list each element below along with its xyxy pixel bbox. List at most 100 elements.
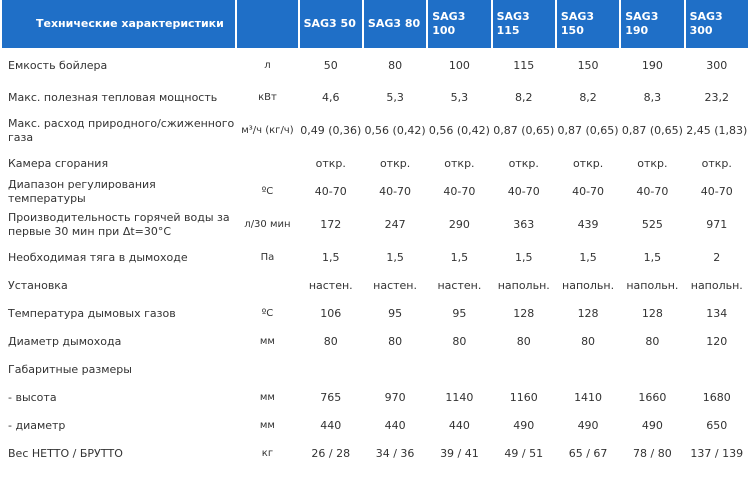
unit-cell: мм bbox=[259, 336, 275, 347]
param-label: Производительность горячей воды за первы… bbox=[8, 211, 230, 238]
value-cell: 1,5 bbox=[643, 251, 662, 264]
value-cell: откр. bbox=[701, 157, 732, 170]
value-cell: 0,87 (0,65) bbox=[557, 124, 619, 137]
header-model: SAG3 80 bbox=[363, 0, 427, 48]
value-cell: 40-70 bbox=[636, 185, 669, 198]
value-cell: 40-70 bbox=[314, 185, 347, 198]
table-row: Емкость бойлера л 50 80 100 115 150 190 300 bbox=[2, 48, 748, 84]
header-row: Технические характеристики SAG3 50 SAG3 … bbox=[2, 0, 748, 48]
value-cell: напольн. bbox=[562, 279, 615, 292]
value-cell: 0,87 (0,65) bbox=[493, 124, 555, 137]
value-cell: 1,5 bbox=[386, 251, 404, 264]
value-cell bbox=[621, 356, 683, 384]
value-cell: 80 bbox=[581, 335, 596, 348]
value-cell: 120 bbox=[706, 335, 728, 348]
table-row: Камера сгорания откр. откр. откр. откр. откр.… bbox=[2, 150, 748, 178]
value-cell: 1160 bbox=[509, 391, 538, 404]
param-label: Макс. расход природного/сжиженного газа bbox=[8, 117, 235, 144]
value-cell: 150 bbox=[577, 59, 599, 72]
value-cell: 1,5 bbox=[450, 251, 469, 264]
header-unit bbox=[237, 0, 298, 48]
value-cell: откр. bbox=[508, 157, 539, 170]
value-cell: 128 bbox=[577, 307, 599, 320]
param-label: Габаритные размеры bbox=[8, 363, 132, 376]
table-row: Установка настен. настен. настен. напольн. на… bbox=[2, 272, 748, 300]
table-row: - высота мм 765 970 1140 1160 1410 1660 1680 bbox=[2, 384, 748, 412]
value-cell: 0,56 (0,42) bbox=[364, 124, 426, 137]
value-cell: 134 bbox=[706, 307, 728, 320]
value-cell: напольн. bbox=[626, 279, 679, 292]
table-row: Производительность горячей воды за первы… bbox=[2, 206, 748, 244]
value-cell: 23,2 bbox=[704, 91, 730, 104]
value-cell: 2,45 (1,83) bbox=[686, 124, 748, 137]
value-cell: 40-70 bbox=[572, 185, 605, 198]
table-row: Диаметр дымохода мм 80 80 80 80 80 80 120 bbox=[2, 328, 748, 356]
value-cell: 40-70 bbox=[443, 185, 476, 198]
value-cell: 363 bbox=[513, 218, 535, 231]
value-cell: 80 bbox=[516, 335, 531, 348]
value-cell: 525 bbox=[641, 218, 663, 231]
value-cell bbox=[493, 356, 555, 384]
unit-cell: мм bbox=[259, 392, 275, 403]
value-cell: 78 / 80 bbox=[633, 447, 672, 460]
value-cell: 40-70 bbox=[507, 185, 540, 198]
value-cell: настен. bbox=[308, 279, 353, 292]
value-cell: 0,56 (0,42) bbox=[428, 124, 490, 137]
value-cell: 137 / 139 bbox=[690, 447, 744, 460]
table-row: Диапазон регулирования температуры ºC 40-7… bbox=[2, 178, 748, 206]
param-label: Необходимая тяга в дымоходе bbox=[8, 251, 188, 264]
value-cell: напольн. bbox=[690, 279, 743, 292]
value-cell: 0,87 (0,65) bbox=[621, 124, 683, 137]
value-cell: 100 bbox=[448, 59, 470, 72]
table-row: Вес НЕТТО / БРУТТО кг 26 / 28 34 / 36 39 / 4… bbox=[2, 440, 748, 468]
table-row: Температура дымовых газов ºC 106 95 95 128 128… bbox=[2, 300, 748, 328]
value-cell: 247 bbox=[384, 218, 406, 231]
table-row: Макс. расход природного/сжиженного газа м… bbox=[2, 112, 748, 150]
value-cell: 8,3 bbox=[643, 91, 662, 104]
value-cell: 2 bbox=[713, 251, 721, 264]
unit-cell: ºC bbox=[261, 308, 274, 319]
unit-cell bbox=[237, 272, 297, 300]
value-cell: 128 bbox=[513, 307, 535, 320]
header-model: SAG3 150 bbox=[556, 0, 620, 48]
param-label: Вес НЕТТО / БРУТТО bbox=[8, 447, 123, 460]
value-cell: 190 bbox=[641, 59, 663, 72]
param-label: Температура дымовых газов bbox=[8, 307, 176, 320]
value-cell: 1,5 bbox=[514, 251, 533, 264]
unit-cell: ºC bbox=[261, 186, 274, 197]
value-cell: 650 bbox=[706, 419, 728, 432]
value-cell: 106 bbox=[320, 307, 342, 320]
value-cell: 8,2 bbox=[514, 91, 533, 104]
value-cell: 300 bbox=[706, 59, 728, 72]
value-cell bbox=[428, 356, 490, 384]
value-cell bbox=[300, 356, 362, 384]
value-cell: 95 bbox=[452, 307, 467, 320]
value-cell: 95 bbox=[388, 307, 403, 320]
value-cell: 440 bbox=[320, 419, 342, 432]
table-row: Макс. полезная тепловая мощность кВт 4,6 5,… bbox=[2, 84, 748, 112]
value-cell: откр. bbox=[637, 157, 668, 170]
unit-cell: м³/ч (кг/ч) bbox=[241, 125, 294, 136]
value-cell: 80 bbox=[388, 335, 403, 348]
value-cell: 115 bbox=[513, 59, 535, 72]
value-cell: 971 bbox=[706, 218, 728, 231]
value-cell: 765 bbox=[320, 391, 342, 404]
unit-cell: мм bbox=[259, 420, 275, 431]
value-cell: настен. bbox=[437, 279, 482, 292]
param-label: Емкость бойлера bbox=[8, 59, 108, 72]
unit-cell bbox=[237, 356, 297, 384]
value-cell: 34 / 36 bbox=[375, 447, 415, 460]
value-cell: 49 / 51 bbox=[504, 447, 544, 460]
value-cell: 1660 bbox=[638, 391, 667, 404]
unit-cell bbox=[237, 150, 297, 178]
table-row: - диаметр мм 440 440 440 490 490 490 650 bbox=[2, 412, 748, 440]
value-cell: 0,49 (0,36) bbox=[300, 124, 362, 137]
value-cell: 1680 bbox=[702, 391, 731, 404]
value-cell: 1140 bbox=[445, 391, 474, 404]
param-label: - высота bbox=[8, 391, 57, 404]
header-title: Технические характеристики bbox=[2, 0, 236, 48]
value-cell: настен. bbox=[373, 279, 418, 292]
value-cell: 970 bbox=[384, 391, 406, 404]
value-cell: 40-70 bbox=[700, 185, 733, 198]
value-cell: 172 bbox=[320, 218, 342, 231]
